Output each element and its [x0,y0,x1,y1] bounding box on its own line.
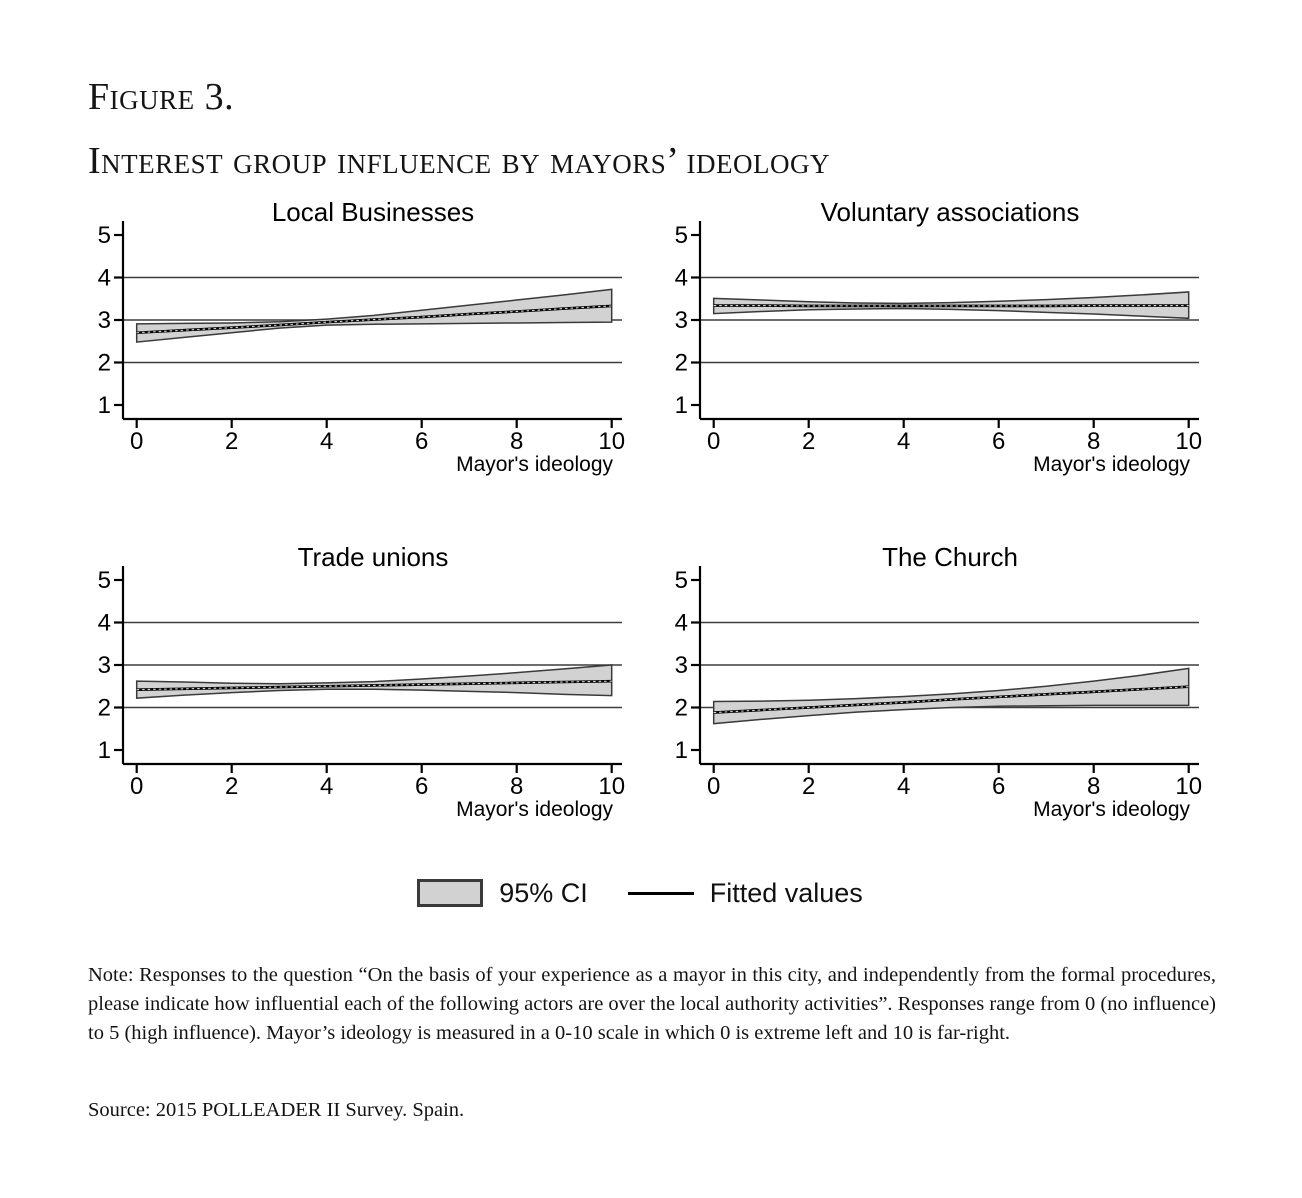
legend: 95% CI Fitted values [80,876,1200,910]
y-tick-label-4: 4 [98,610,111,637]
x-axis-label: Mayor's ideology [1033,798,1190,821]
fitted-line-texture [136,305,612,334]
x-tick-label-4: 4 [897,773,910,800]
x-tick-label-6: 6 [415,773,428,800]
y-tick-label-4: 4 [675,610,688,637]
y-tick-label-4: 4 [98,265,111,292]
y-tick-label-2: 2 [675,695,688,722]
x-tick-label-4: 4 [320,428,333,455]
x-tick-label-2: 2 [802,773,815,800]
panel-title: The Church [882,542,1018,572]
figure-title: Interest group influence by mayors’ ideo… [88,140,831,182]
y-tick-label-3: 3 [675,652,688,679]
y-tick-label-4: 4 [675,265,688,292]
ci-band-swatch [417,879,484,907]
y-tick-label-1: 1 [675,392,688,419]
y-tick-label-1: 1 [98,737,111,764]
y-tick-label-5: 5 [675,567,688,594]
x-tick-label-6: 6 [992,773,1005,800]
y-tick-label-3: 3 [675,307,688,334]
y-tick-label-1: 1 [98,392,111,419]
x-axis-label: Mayor's ideology [456,798,613,821]
x-tick-label-6: 6 [415,428,428,455]
ci-band [712,667,1190,725]
y-tick-label-2: 2 [98,695,111,722]
y-tick-label-2: 2 [675,350,688,377]
panel-title: Voluntary associations [821,197,1080,227]
chart-voluntary-associations: Voluntary associations 1 2 3 4 5 0 2 4 6 8 10Mayor'… [675,197,1202,476]
x-tick-label-8: 8 [510,773,523,800]
x-tick-label-8: 8 [1087,773,1100,800]
legend-ci-label: 95% CI [499,877,588,908]
charts-grid: Local Businesses 1 2 3 4 5 0 2 4 6 8 10 Mayor's ideo… [80,195,1202,835]
x-tick-label-0: 0 [130,773,143,800]
x-tick-label-4: 4 [897,428,910,455]
x-tick-label-6: 6 [992,428,1005,455]
y-tick-label-3: 3 [98,307,111,334]
y-tick-label-3: 3 [98,652,111,679]
x-tick-label-2: 2 [802,428,815,455]
x-tick-label-0: 0 [707,773,720,800]
x-tick-label-2: 2 [225,428,238,455]
y-tick-label-5: 5 [98,222,111,249]
x-tick-label-4: 4 [320,773,333,800]
figure-note: Note: Responses to the question “On the … [88,963,1216,1044]
fitted-line-texture [136,680,612,691]
figure-source: Source: 2015 POLLEADER II Survey. Spain. [88,1098,465,1121]
x-tick-label-10: 10 [1175,428,1202,455]
x-axis-label: Mayor's ideology [1033,453,1190,476]
x-tick-label-2: 2 [225,773,238,800]
fitted-line-texture [713,686,1189,714]
x-tick-label-0: 0 [130,428,143,455]
ci-band [135,664,613,699]
x-tick-label-0: 0 [707,428,720,455]
y-tick-label-5: 5 [98,567,111,594]
panel-title: Local Businesses [272,197,474,227]
x-tick-label-8: 8 [1087,428,1100,455]
x-tick-label-10: 10 [598,428,625,455]
x-axis-label: Mayor's ideology [456,453,613,476]
x-tick-label-10: 10 [1175,773,1202,800]
legend-fitted-label: Fitted values [709,877,863,908]
fitted-line-swatch [627,891,694,895]
y-tick-label-1: 1 [675,737,688,764]
y-tick-label-2: 2 [98,350,111,377]
figure-label: Figure 3. [88,76,235,118]
panel-title: Trade unions [298,542,449,572]
ci-band [135,288,613,343]
x-tick-label-10: 10 [598,773,625,800]
y-tick-label-5: 5 [675,222,688,249]
x-tick-label-8: 8 [510,428,523,455]
